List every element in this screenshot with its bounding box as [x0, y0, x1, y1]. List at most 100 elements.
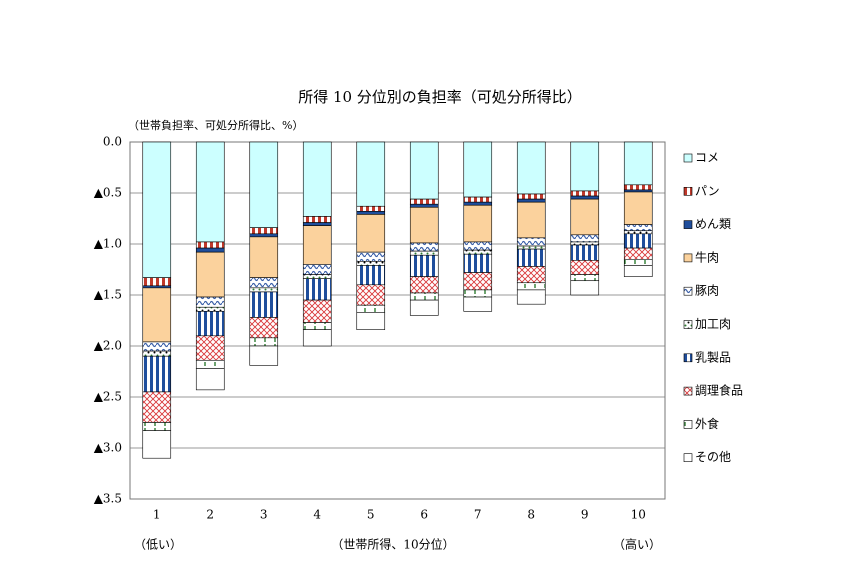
bar-segment: [195, 251, 225, 298]
bar-segment: [142, 391, 172, 423]
legend-swatch: [683, 453, 693, 463]
chart-title: 所得 10 分位別の負担率（可処分所得比）: [298, 88, 582, 106]
legend-swatch: [683, 320, 693, 329]
bar-segment: [356, 205, 386, 212]
bar-segment: [463, 296, 493, 312]
bar-segment: [623, 230, 653, 235]
legend-label: めん類: [695, 217, 731, 231]
bar-segment: [623, 247, 653, 260]
x-tick-label: 6: [420, 508, 428, 522]
bar-segment: [356, 284, 386, 306]
legend-label: パン: [695, 184, 720, 198]
bar-segment: [249, 345, 279, 366]
bar-segment: [623, 224, 653, 232]
legend-label: 牛肉: [695, 249, 719, 264]
x-tick-label: 10: [631, 508, 646, 522]
bar-segment: [142, 287, 172, 343]
bar-segment: [302, 274, 332, 279]
bar-segment: [516, 245, 546, 250]
legend-label: 加工肉: [695, 317, 731, 331]
bar-segment: [516, 193, 546, 200]
bar-segment: [195, 306, 225, 312]
legend-swatch: [683, 386, 693, 396]
bar-segment: [195, 296, 225, 308]
bar-segment: [463, 241, 493, 251]
bar-segment: [195, 359, 225, 369]
bar-segment: [356, 214, 386, 253]
bar-segment: [356, 261, 386, 266]
bar-segment: [249, 291, 279, 318]
bar-segment: [409, 276, 439, 294]
legend-label: コメ: [695, 151, 719, 165]
y-tick-label: ▲1.5: [94, 288, 122, 302]
bar-segment: [302, 222, 332, 226]
x-axis-label: （世帯所得、10分位）: [331, 537, 454, 552]
y-tick-label: 0.0: [103, 135, 122, 149]
bar-segment: [570, 198, 600, 236]
x-tick-label: 9: [581, 508, 589, 522]
bar-segment: [516, 198, 546, 203]
bar-segment: [623, 233, 653, 249]
bar-segment: [356, 211, 386, 215]
legend-swatch: [683, 353, 693, 363]
bar-segment: [463, 196, 493, 203]
bar-segment: [409, 242, 439, 252]
bar-segment: [249, 277, 279, 289]
bar-segment: [302, 264, 332, 275]
bar-segment: [623, 191, 653, 225]
legend-label: 外食: [695, 416, 719, 431]
legend-swatch: [683, 187, 693, 196]
bar-segment: [142, 277, 172, 287]
plot-frame: [129, 141, 666, 500]
y-tick-label: ▲1.0: [94, 237, 122, 251]
x-tick-label: 5: [367, 508, 375, 522]
legend-swatch: [683, 286, 693, 296]
bar-segment: [623, 258, 653, 266]
bar-segment: [249, 141, 279, 228]
bar-segment: [463, 289, 493, 298]
y-tick-label: ▲2.5: [94, 390, 122, 404]
bar-segment: [302, 299, 332, 323]
legend-label: 調理食品: [695, 383, 743, 398]
x-tick-label: 2: [206, 508, 214, 522]
bar-segment: [409, 198, 439, 205]
bar-segment: [623, 189, 653, 193]
y-tick-label: ▲0.5: [94, 186, 122, 200]
bar-segment: [463, 272, 493, 291]
bar-segment: [516, 237, 546, 247]
bar-segment: [249, 317, 279, 339]
bar-segment: [570, 274, 600, 282]
legend-label: その他: [695, 450, 731, 464]
bar-segment: [356, 312, 386, 330]
bar-segment: [302, 329, 332, 347]
bar-segment: [409, 141, 439, 200]
bar-segment: [623, 141, 653, 186]
bar-segment: [142, 141, 172, 278]
bar-segment: [570, 195, 600, 200]
x-tick-label: 7: [474, 508, 482, 522]
bar-segment: [516, 266, 546, 284]
bar-segment: [570, 141, 600, 192]
y-tick-label: ▲3.5: [94, 492, 122, 506]
bar-segment: [463, 204, 493, 243]
bar-segment: [409, 254, 439, 277]
bar-segment: [142, 341, 172, 352]
bar-segment: [195, 368, 225, 391]
x-tick-label: 4: [313, 508, 321, 522]
y-tick-label: ▲3.0: [94, 441, 122, 455]
y-tick-label: ▲2.0: [94, 339, 122, 353]
bar-segment: [570, 234, 600, 243]
bar-segment: [142, 350, 172, 357]
bar-segment: [195, 311, 225, 337]
y-axis-label: （世帯負担率、可処分所得比、%）: [128, 118, 303, 132]
bar-segment: [302, 278, 332, 301]
legend-swatch: [683, 220, 693, 229]
bar-segment: [302, 322, 332, 330]
bar-segment: [463, 253, 493, 273]
legend-swatch: [683, 153, 693, 163]
legend-swatch: [683, 253, 693, 263]
bar-segment: [570, 280, 600, 296]
bar-segment: [356, 141, 386, 207]
bar-segment: [623, 265, 653, 277]
